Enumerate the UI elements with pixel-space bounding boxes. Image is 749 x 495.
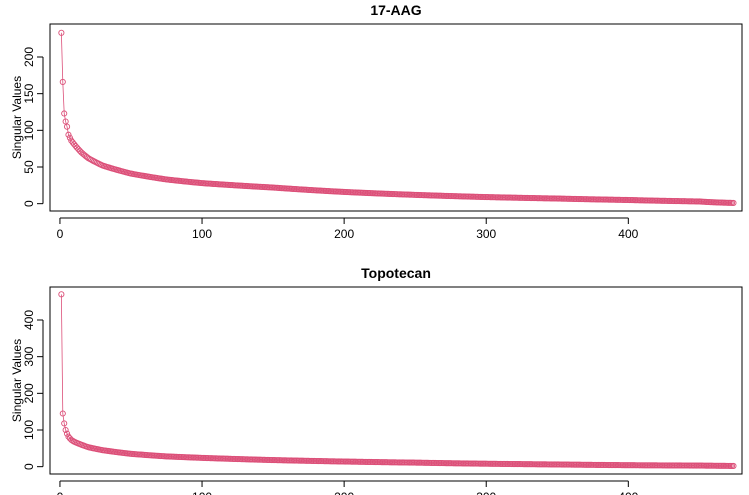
data-point [730,199,737,206]
data-point [61,420,68,427]
data-point [65,131,72,138]
y-axis-label: Singular Values [10,76,24,159]
panel-title: 17-AAG [370,2,421,18]
x-tick-label: 300 [476,227,496,241]
x-tick-label: 100 [192,227,212,241]
data-point [59,78,66,85]
y-tick-label: 200 [22,47,36,67]
x-tick-label: 200 [334,227,354,241]
axes: 0 100 200 300 400 0 100 200 300 400 [22,310,639,495]
x-tick-label: 400 [618,490,638,495]
y-tick-label: 100 [22,120,36,140]
data-series [58,29,737,206]
data-point [59,410,66,417]
x-tick-label: 100 [192,490,212,495]
panel-title: Topotecan [361,265,431,281]
plot-frame [49,286,743,475]
data-point [64,123,71,130]
y-tick-label: 50 [22,160,36,174]
data-point [730,462,737,469]
panel-17aag: 17-AAG Singular Values 0 100 200 300 400 0 50 1… [10,2,743,241]
data-point [75,146,82,153]
y-tick-label: 0 [22,463,36,470]
y-tick-label: 400 [22,310,36,330]
data-point [62,426,69,434]
x-tick-label: 400 [618,227,638,241]
y-tick-label: 0 [22,200,36,207]
y-axis-label: Singular Values [10,339,24,422]
data-series [58,291,737,469]
plot-frame [49,23,743,212]
data-point [61,110,68,117]
data-point [58,291,65,298]
data-point [66,134,73,141]
y-tick-label: 100 [22,420,36,440]
x-tick-label: 0 [57,490,64,495]
x-tick-label: 300 [476,490,496,495]
y-tick-label: 150 [22,83,36,103]
panel-topotecan: Topotecan Singular Values 01002003004000… [10,265,743,495]
x-tick-label: 0 [57,227,64,241]
y-tick-label: 200 [22,383,36,403]
data-point [64,430,71,437]
axes: 0 100 200 300 400 0 50 100 150 200 [22,47,639,241]
data-point [58,29,65,36]
x-tick-label: 200 [334,490,354,495]
y-tick-label: 300 [22,346,36,366]
series-line [60,32,78,148]
